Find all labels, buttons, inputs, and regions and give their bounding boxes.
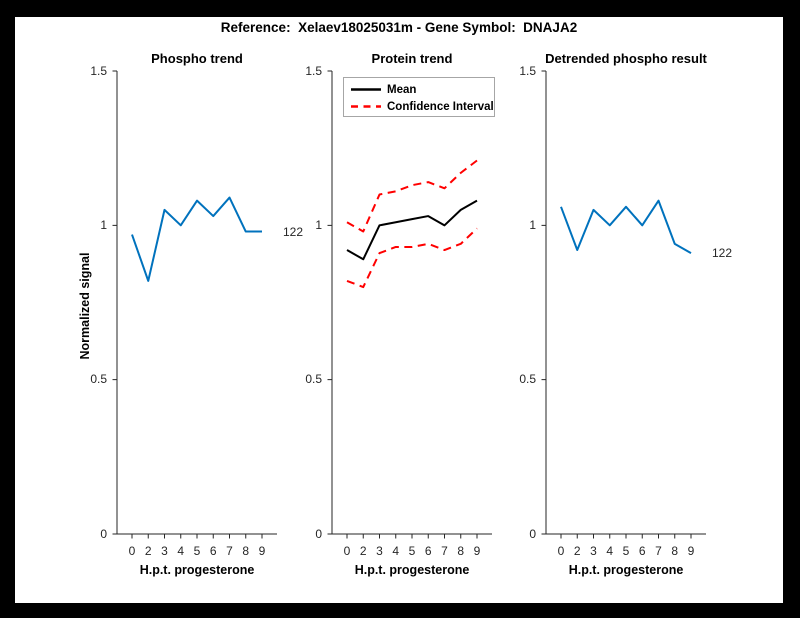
subplot-title: Phospho trend <box>151 51 243 66</box>
x-tick-label: 2 <box>573 544 581 558</box>
axes-spines <box>112 70 277 539</box>
subplot-title: Protein trend <box>371 51 453 66</box>
x-tick-label: 4 <box>177 544 185 558</box>
subplot-phospho-trend: Phospho trend 0 0.5 1 1.5 0 2 3 4 5 6 7 8 9 H.p.t. pro… <box>15 17 783 603</box>
x-tick-label: 6 <box>424 544 432 558</box>
figure-title: Reference: Xelaev18025031m - Gene Symbol… <box>220 20 578 35</box>
y-tick-label: 1.5 <box>519 63 536 78</box>
y-tick-label: 0 <box>529 526 536 541</box>
y-tick-label: 0.5 <box>305 372 322 387</box>
y-tick-label: 1 <box>529 217 536 232</box>
x-tick-label: 0 <box>128 544 136 558</box>
x-tick-label: 4 <box>606 544 614 558</box>
x-tick-label: 9 <box>473 544 481 558</box>
series-line-mean <box>346 199 478 261</box>
series-line-ci-upper <box>346 159 478 233</box>
axes-spines <box>541 70 706 539</box>
x-tick-label: 7 <box>655 544 662 558</box>
legend-label: Confidence Interval <box>387 100 494 113</box>
solid-line-icon <box>351 88 381 91</box>
x-tick-label: 7 <box>441 544 448 558</box>
x-tick-label: 8 <box>457 544 465 558</box>
legend-box: Mean Confidence Interval <box>343 77 495 117</box>
subplot-title: Detrended phospho result <box>545 51 707 66</box>
x-tick-label: 2 <box>144 544 152 558</box>
y-tick-label: 1.5 <box>305 63 322 78</box>
x-tick-label: 3 <box>590 544 597 558</box>
x-tick-label: 6 <box>638 544 646 558</box>
x-tick-label: 7 <box>226 544 233 558</box>
x-axis-label: H.p.t. progesterone <box>568 563 684 577</box>
y-tick-label: 1 <box>100 217 107 232</box>
series-line-phospho-signal <box>131 196 262 282</box>
x-tick-label: 6 <box>209 544 217 558</box>
x-tick-label: 5 <box>622 544 630 558</box>
y-tick-label: 1 <box>315 217 322 232</box>
legend-label: Mean <box>387 83 417 96</box>
x-tick-label: 4 <box>392 544 400 558</box>
x-tick-label: 0 <box>343 544 351 558</box>
y-tick-label: 0 <box>100 526 107 541</box>
subplot-detrended-phospho: Detrended phospho result 0 0.5 1 1.5 0 2 3 4 5 6 7 8… <box>15 17 783 603</box>
x-tick-label: 5 <box>193 544 201 558</box>
series-line-ci-lower <box>346 227 478 289</box>
x-tick-label: 8 <box>242 544 250 558</box>
x-tick-label: 8 <box>671 544 679 558</box>
x-tick-label: 9 <box>258 544 266 558</box>
dashed-line-icon <box>351 105 381 108</box>
x-tick-label: 3 <box>161 544 168 558</box>
legend-item-confidence-interval: Confidence Interval <box>351 98 494 115</box>
x-tick-label: 9 <box>687 544 695 558</box>
y-tick-label: 0.5 <box>90 372 107 387</box>
x-axis-label: H.p.t. progesterone <box>139 563 255 577</box>
subplot-protein-trend: Protein trend 0 0.5 1 1.5 0 2 3 4 5 6 7 8 9 H.p.t. pro… <box>15 17 783 603</box>
plot-area <box>327 70 492 539</box>
x-axis-label: H.p.t. progesterone <box>354 563 470 577</box>
series-end-label: 122 <box>712 246 733 261</box>
y-tick-label: 0.5 <box>519 372 536 387</box>
y-tick-label: 1.5 <box>90 63 107 78</box>
figure-canvas: Reference: Xelaev18025031m - Gene Symbol… <box>15 17 783 603</box>
axes-spines <box>327 70 492 539</box>
x-tick-label: 5 <box>408 544 416 558</box>
plot-area <box>541 70 706 539</box>
series-line-detrended-signal <box>560 199 692 254</box>
series-end-label: 122 <box>283 224 304 239</box>
x-tick-label: 0 <box>557 544 565 558</box>
y-tick-label: 0 <box>315 526 322 541</box>
plot-area <box>112 70 277 539</box>
x-tick-label: 3 <box>376 544 383 558</box>
x-tick-label: 2 <box>359 544 367 558</box>
legend-item-mean: Mean <box>351 81 486 98</box>
